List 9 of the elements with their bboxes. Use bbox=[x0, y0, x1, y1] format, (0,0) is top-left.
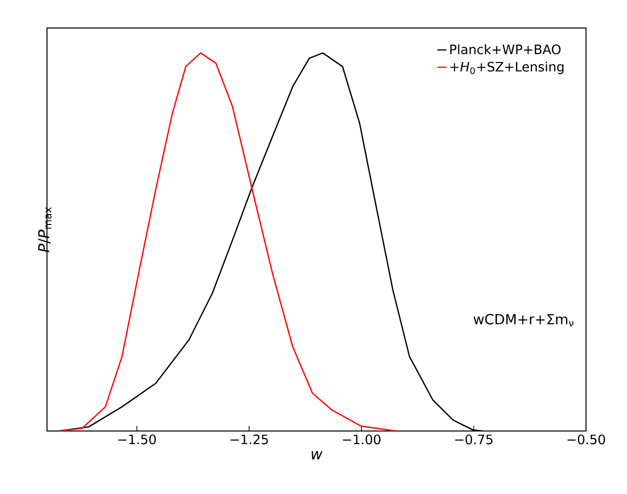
x-tick-label: −1.25 bbox=[230, 434, 268, 444]
x-axis-title: w bbox=[312, 451, 323, 460]
x-tick-label: −0.50 bbox=[568, 434, 605, 444]
x-tick-label: −1.50 bbox=[118, 434, 156, 444]
annotation: wCDM+r+Σm$_{ν}$ bbox=[474, 314, 574, 326]
legend-label: Planck+WP+BAO bbox=[450, 44, 561, 54]
legend-label: +H$_{0}$+SZ+Lensing bbox=[450, 62, 564, 74]
x-tick-label: −0.75 bbox=[455, 434, 492, 444]
x-tick-label: −1.00 bbox=[342, 434, 380, 444]
